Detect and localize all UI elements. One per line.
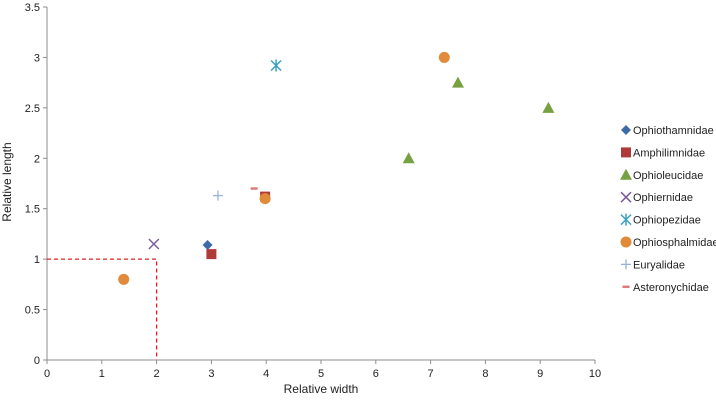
legend-marker (620, 168, 632, 180)
data-markers (118, 51, 555, 285)
legend-label: Amphilimnidae (633, 147, 705, 159)
x-tick-label: 3 (208, 368, 214, 380)
data-point (202, 240, 213, 251)
data-point (259, 193, 271, 205)
legend-item: Ophiernidae (620, 191, 693, 204)
data-point (452, 76, 464, 88)
data-point (118, 273, 130, 285)
x-axis-ticks: 0 1 2 3 4 5 6 7 8 9 10 (44, 360, 601, 380)
legend-label: Euryalidae (633, 259, 685, 271)
y-axis-ticks: 0 0.5 1 1.5 2 2.5 3 3.5 (25, 2, 47, 367)
y-tick-label: 2 (34, 153, 40, 165)
legend-marker (620, 213, 632, 226)
data-point (270, 59, 282, 72)
data-point (212, 190, 223, 201)
y-tick-label: 2.5 (25, 103, 40, 115)
legend-marker (621, 147, 631, 158)
x-tick-label: 1 (99, 368, 105, 380)
legend-item: Asteronychidae (622, 282, 709, 294)
x-tick-label: 4 (263, 368, 269, 380)
legend-marker (621, 259, 631, 270)
legend-item: Ophioleucidae (620, 168, 703, 182)
data-point (438, 51, 450, 63)
legend-item: Amphilimnidae (621, 147, 705, 159)
legend: Ophiothamnidae Amphilimnidae Ophioleucidae… (620, 125, 716, 294)
reference-line (47, 258, 158, 360)
legend-label: Ophiernidae (633, 192, 693, 204)
x-tick-label: 0 (44, 368, 50, 380)
y-tick-label: 0 (34, 355, 40, 367)
legend-label: Ophiothamnidae (633, 125, 714, 137)
legend-item: Ophiopezidae (620, 213, 701, 227)
x-tick-label: 8 (482, 368, 488, 380)
legend-item: Ophiosphalmidae (620, 236, 716, 249)
x-tick-label: 9 (537, 368, 543, 380)
y-tick-label: 3 (34, 52, 40, 64)
legend-marker (621, 125, 631, 135)
y-axis-title: Relative length (0, 142, 14, 221)
legend-label: Ophiosphalmidae (633, 237, 716, 249)
legend-item: Euryalidae (621, 259, 685, 271)
legend-label: Ophiopezidae (633, 215, 701, 227)
y-tick-label: 1 (34, 254, 40, 266)
x-tick-label: 7 (428, 368, 434, 380)
legend-marker (620, 236, 632, 248)
y-tick-label: 0.5 (25, 305, 40, 317)
legend-item: Ophiothamnidae (621, 125, 714, 137)
data-point (206, 249, 217, 260)
legend-marker (620, 191, 632, 203)
y-tick-label: 3.5 (25, 2, 40, 14)
data-point (402, 152, 415, 164)
plot-area (46, 7, 595, 361)
legend-label: Ophioleucidae (633, 170, 703, 182)
data-point (148, 238, 160, 250)
legend-label: Asteronychidae (633, 282, 709, 294)
x-tick-label: 10 (589, 368, 601, 380)
x-tick-label: 2 (154, 368, 160, 380)
data-point (542, 101, 555, 113)
x-axis-title: Relative width (284, 382, 359, 396)
x-tick-label: 5 (318, 368, 324, 380)
y-tick-label: 1.5 (25, 204, 40, 216)
x-tick-label: 6 (373, 368, 379, 380)
